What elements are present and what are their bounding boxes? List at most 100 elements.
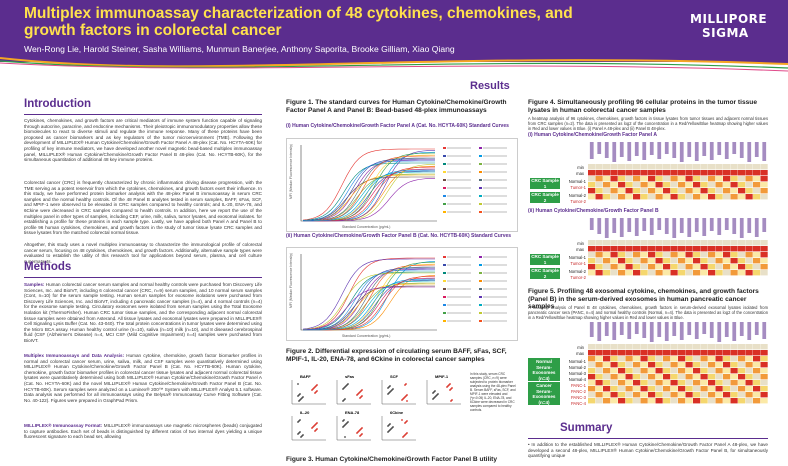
standard-curve-line xyxy=(302,157,435,222)
panel-a-standard-curves: MFI (Median Fluorescence Intensity) Stand… xyxy=(289,144,507,229)
heatmap-cell xyxy=(708,398,716,404)
legend-entry-placeholder xyxy=(447,304,471,306)
heatmap-cell xyxy=(610,368,618,374)
legend-swatch xyxy=(479,187,482,189)
tag-crc-sample-1: CRC Sample 1 xyxy=(530,178,560,189)
heatmap-cell xyxy=(633,176,641,182)
heatmap-cell xyxy=(685,258,693,264)
figure-2-point xyxy=(361,389,363,391)
heatmap-cell xyxy=(738,344,746,350)
heatmap-cell xyxy=(655,182,663,188)
legend-swatch xyxy=(479,211,482,213)
heatmap-cell xyxy=(603,392,611,398)
heatmap-column-label xyxy=(717,322,722,342)
methods-immunoassays: Multiplex Immunoassays and Data Analysis… xyxy=(24,353,262,403)
heatmap-column-label xyxy=(627,218,632,232)
heatmap-column-label xyxy=(687,322,692,335)
heatmap-cell xyxy=(670,380,678,386)
heatmap-cell xyxy=(663,368,671,374)
heatmap-cell xyxy=(685,240,693,246)
figure-4-description: A heatmap analysis of 96 cytokines, chem… xyxy=(528,116,768,131)
heatmap-cell xyxy=(693,392,701,398)
figure-2-point xyxy=(316,422,318,424)
heatmap-cell xyxy=(633,380,641,386)
plot-y-axis-label: MFI (Median Fluorescence Intensity) xyxy=(289,253,293,308)
hm-c-row-normal-1: Normal-1 xyxy=(568,359,586,364)
heatmap-cell xyxy=(603,240,611,246)
heatmap-column-label xyxy=(619,218,624,237)
figure-2-panel: MPIF-1 xyxy=(426,374,461,405)
heatmap-cell xyxy=(715,252,723,258)
figure-2-point xyxy=(361,395,363,397)
heatmap-cell xyxy=(678,374,686,380)
heatmap-cell xyxy=(633,350,641,356)
heatmap-cell xyxy=(655,380,663,386)
heatmap-cell xyxy=(700,374,708,380)
heatmap-cell xyxy=(760,374,768,380)
heatmap-cell xyxy=(745,270,753,276)
heatmap-column-label xyxy=(589,218,594,230)
methods-format-text: MILLIPLEX® immunoassays use magnetic mic… xyxy=(24,423,262,440)
figure-3-caption: Figure 3. Human Cytokine/Chemokine/Growt… xyxy=(286,456,498,463)
heatmap-cell xyxy=(700,344,708,350)
heatmap-cell xyxy=(685,344,693,350)
heatmap-cell xyxy=(610,258,618,264)
heatmap-cell xyxy=(730,258,738,264)
heatmap-cell xyxy=(625,362,633,368)
legend-swatch xyxy=(479,203,482,205)
heatmap-cell xyxy=(640,380,648,386)
heatmap-cell xyxy=(693,264,701,270)
heatmap-cell xyxy=(610,392,618,398)
heatmap-cell xyxy=(618,392,626,398)
heatmap-column-label xyxy=(732,142,737,154)
heatmap-cell xyxy=(625,246,633,252)
heatmap-cell xyxy=(625,182,633,188)
heatmap-cell xyxy=(760,176,768,182)
heatmap-cell xyxy=(640,344,648,350)
hm-c-row-panc-1: PANC-1 xyxy=(570,383,586,388)
heatmap-cell xyxy=(648,194,656,200)
heatmap-column-label xyxy=(642,218,647,231)
heatmap-cell xyxy=(603,398,611,404)
heatmap-column-label xyxy=(702,218,707,236)
heatmap-cell xyxy=(595,170,603,176)
introduction-heading: Introduction xyxy=(24,98,92,110)
poster-title: Multiplex immunoassay characterization o… xyxy=(24,5,573,39)
legend-swatch xyxy=(479,155,482,157)
heatmap-cell xyxy=(663,356,671,362)
heatmap-cell xyxy=(723,368,731,374)
heatmap-cell xyxy=(715,164,723,170)
heatmap-cell xyxy=(723,264,731,270)
heatmap-cell xyxy=(753,258,761,264)
heatmap-column-label xyxy=(717,142,722,155)
figure-2-panel-title: SCF xyxy=(390,374,399,379)
heatmap-cell xyxy=(625,350,633,356)
legend-swatch xyxy=(479,171,482,173)
heatmap-cell xyxy=(708,392,716,398)
heatmap-column-label xyxy=(709,218,714,231)
heatmap-cell xyxy=(745,356,753,362)
heatmap-cell xyxy=(730,386,738,392)
heatmap-cell xyxy=(663,240,671,246)
heatmap-cell xyxy=(610,398,618,404)
heatmap-cell xyxy=(760,246,768,252)
heatmap-cell xyxy=(715,188,723,194)
heatmap-cell xyxy=(633,188,641,194)
heatmap-cell xyxy=(670,368,678,374)
heatmap-cell xyxy=(655,194,663,200)
legend-swatch xyxy=(479,304,482,306)
heatmap-cell xyxy=(685,356,693,362)
heatmap-cell xyxy=(588,392,596,398)
heatmap-cell xyxy=(745,398,753,404)
legend-entry-placeholder xyxy=(483,312,507,314)
heatmap-cell xyxy=(723,246,731,252)
heatmap-cell xyxy=(685,368,693,374)
heatmap-cell xyxy=(610,182,618,188)
heatmap-cell xyxy=(663,392,671,398)
heatmap-cell xyxy=(738,182,746,188)
figure-2-point xyxy=(449,383,451,385)
heatmap-cell xyxy=(588,176,596,182)
heatmap-cell xyxy=(700,182,708,188)
heatmap-cell xyxy=(730,182,738,188)
legend-entry-placeholder xyxy=(483,171,507,173)
